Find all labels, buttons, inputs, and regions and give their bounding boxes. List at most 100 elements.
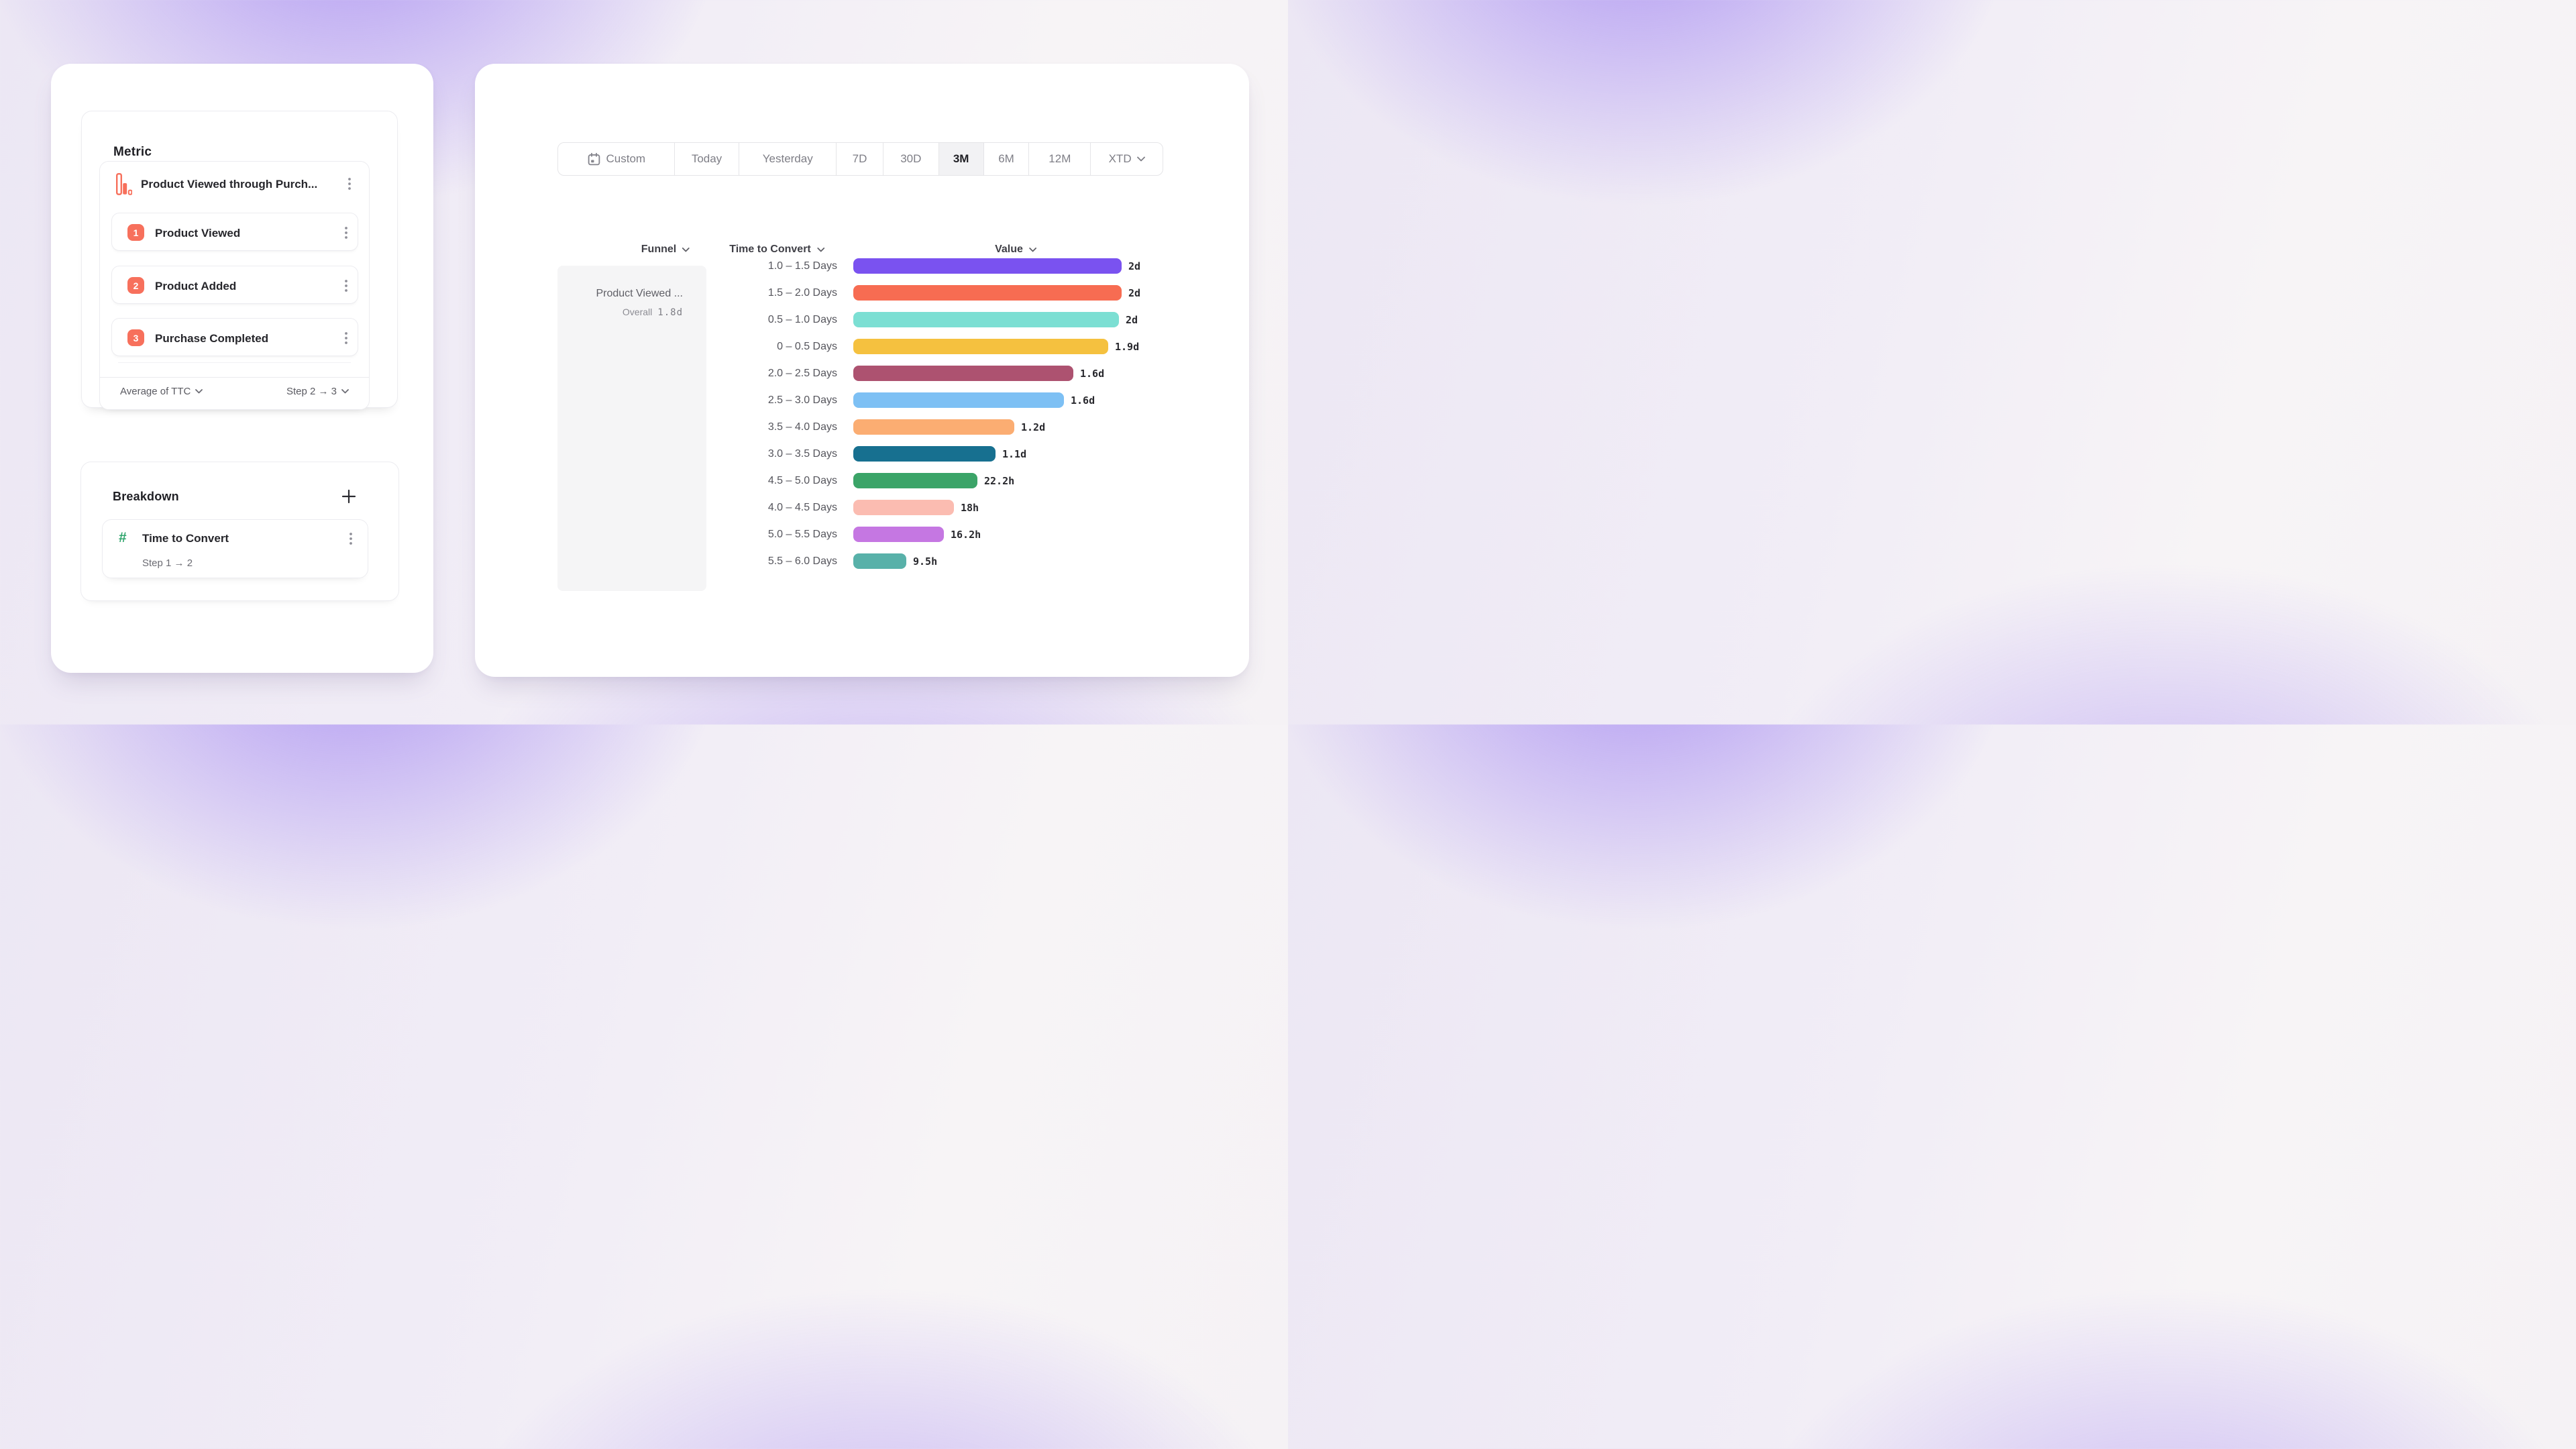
date-option-label: 30D <box>900 152 922 165</box>
kebab-menu-icon[interactable] <box>345 531 357 547</box>
breakdown-item-detail: Step 1 → 2 <box>142 557 193 569</box>
value-label: 22.2h <box>984 474 1015 487</box>
divider <box>118 362 351 363</box>
breakdown-item-name: Time to Convert <box>142 532 229 545</box>
table-row[interactable]: 3.5 – 4.0 Days 1.2d <box>714 419 1140 435</box>
date-option-3m[interactable]: 3M <box>938 143 984 175</box>
chevron-down-icon <box>1029 247 1036 252</box>
date-option-7d[interactable]: 7D <box>837 143 883 175</box>
query-builder-panel: Metric Product Viewed through Purch... 1… <box>51 64 433 673</box>
bucket-label: 4.5 – 5.0 Days <box>767 474 837 486</box>
column-header-label: Funnel <box>641 244 677 255</box>
value-bar[interactable] <box>853 258 1122 274</box>
date-option-30d[interactable]: 30D <box>883 143 939 175</box>
funnel-step-2[interactable]: 2 Product Added <box>111 266 358 304</box>
column-header-value[interactable]: Value <box>995 244 1036 256</box>
chevron-down-icon <box>1136 156 1145 162</box>
step-label: Product Added <box>155 280 237 292</box>
funnel-chart-icon <box>116 173 132 195</box>
funnel-row-cell[interactable]: Product Viewed ... Overall 1.8d <box>557 266 706 591</box>
step-number-badge: 1 <box>127 224 144 241</box>
kebab-menu-icon[interactable] <box>340 330 352 346</box>
table-row[interactable]: 2.0 – 2.5 Days 1.6d <box>714 366 1140 381</box>
chevron-down-icon <box>816 247 824 252</box>
value-label: 1.1d <box>1002 447 1027 460</box>
funnel-step-1[interactable]: 1 Product Viewed <box>111 213 358 251</box>
date-option-today[interactable]: Today <box>675 143 740 175</box>
kebab-menu-icon[interactable] <box>340 225 352 241</box>
column-header-funnel[interactable]: Funnel <box>641 244 690 256</box>
bucket-label: 5.5 – 6.0 Days <box>767 555 837 567</box>
funnel-step-3[interactable]: 3 Purchase Completed <box>111 318 358 356</box>
measure-dropdown[interactable]: Average of TTC <box>120 386 203 397</box>
date-option-label: XTD <box>1108 152 1132 165</box>
funnel-metric-card: Product Viewed through Purch... 1 Produc… <box>99 161 370 410</box>
overall-value: 1.8d <box>657 307 683 318</box>
bucket-label: 2.5 – 3.0 Days <box>767 394 837 406</box>
bucket-label: 0 – 0.5 Days <box>777 340 837 352</box>
table-row[interactable]: 2.5 – 3.0 Days 1.6d <box>714 392 1140 408</box>
table-row[interactable]: 0 – 0.5 Days 1.9d <box>714 339 1140 354</box>
date-option-yesterday[interactable]: Yesterday <box>739 143 837 175</box>
value-label: 18h <box>961 501 979 514</box>
bucket-label: 5.0 – 5.5 Days <box>767 528 837 540</box>
table-row[interactable]: 4.0 – 4.5 Days 18h <box>714 500 1140 515</box>
value-bar[interactable] <box>853 446 996 462</box>
bucket-label: 0.5 – 1.0 Days <box>767 313 837 325</box>
value-bar[interactable] <box>853 339 1108 354</box>
date-option-custom[interactable]: Custom <box>558 143 675 175</box>
plus-icon[interactable] <box>341 489 356 504</box>
breakdown-section: Breakdown # Time to Convert Step 1 → 2 <box>80 462 399 601</box>
chevron-down-icon <box>341 389 349 394</box>
table-row[interactable]: 1.5 – 2.0 Days 2d <box>714 285 1140 301</box>
value-bar[interactable] <box>853 419 1014 435</box>
value-bar[interactable] <box>853 392 1064 408</box>
metric-section: Metric Product Viewed through Purch... 1… <box>81 111 398 410</box>
breakdown-item[interactable]: # Time to Convert Step 1 → 2 <box>102 519 368 578</box>
table-row[interactable]: 3.0 – 3.5 Days 1.1d <box>714 446 1140 462</box>
date-option-12m[interactable]: 12M <box>1029 143 1091 175</box>
date-option-xtd[interactable]: XTD <box>1091 143 1163 175</box>
value-bar[interactable] <box>853 500 954 515</box>
value-bar[interactable] <box>853 312 1119 327</box>
bar-chart-rows: 1.0 – 1.5 Days 2d 1.5 – 2.0 Days 2d 0.5 – 1.… <box>714 258 1140 569</box>
value-bar[interactable] <box>853 553 906 569</box>
table-row[interactable]: 1.0 – 1.5 Days 2d <box>714 258 1140 274</box>
bucket-label: 3.5 – 4.0 Days <box>767 421 837 433</box>
table-row[interactable]: 5.0 – 5.5 Days 16.2h <box>714 527 1140 542</box>
funnel-metric-name: Product Viewed through Purch... <box>141 178 318 191</box>
value-bar[interactable] <box>853 285 1122 301</box>
step-range-dropdown[interactable]: Step 2 → 3 <box>286 386 349 397</box>
table-row[interactable]: 0.5 – 1.0 Days 2d <box>714 312 1140 327</box>
column-header-time-to-convert[interactable]: Time to Convert <box>729 244 824 256</box>
column-header-label: Value <box>995 244 1023 255</box>
report-panel: Custom Today Yesterday 7D 30D 3M 6M 12M … <box>475 64 1249 677</box>
bucket-label: 4.0 – 4.5 Days <box>767 501 837 513</box>
breakdown-section-title: Breakdown <box>113 490 179 503</box>
step-number-badge: 3 <box>127 329 144 346</box>
value-label: 16.2h <box>951 528 981 541</box>
value-bar[interactable] <box>853 527 944 542</box>
value-label: 2d <box>1128 260 1141 272</box>
date-range-picker: Custom Today Yesterday 7D 30D 3M 6M 12M … <box>557 142 1163 176</box>
date-option-6m[interactable]: 6M <box>984 143 1030 175</box>
column-header-label: Time to Convert <box>729 244 811 255</box>
table-row[interactable]: 4.5 – 5.0 Days 22.2h <box>714 473 1140 488</box>
value-bar[interactable] <box>853 366 1073 381</box>
chevron-down-icon <box>682 247 690 252</box>
table-row[interactable]: 5.5 – 6.0 Days 9.5h <box>714 553 1140 569</box>
step-range-dropdown-label: Step 2 → 3 <box>286 386 337 397</box>
bucket-label: 2.0 – 2.5 Days <box>767 367 837 379</box>
funnel-metric-header[interactable]: Product Viewed through Purch... <box>100 162 369 207</box>
step-number-badge: 2 <box>127 277 144 294</box>
kebab-menu-icon[interactable] <box>343 176 356 192</box>
funnel-row-name: Product Viewed ... <box>596 288 683 299</box>
value-label: 9.5h <box>913 555 938 568</box>
date-option-label: 6M <box>998 152 1014 165</box>
value-bar[interactable] <box>853 473 977 488</box>
kebab-menu-icon[interactable] <box>340 278 352 294</box>
step-label: Purchase Completed <box>155 332 269 345</box>
value-label: 1.2d <box>1021 421 1046 433</box>
date-option-label: 7D <box>852 152 867 165</box>
funnel-row-overall: Overall 1.8d <box>623 307 683 318</box>
